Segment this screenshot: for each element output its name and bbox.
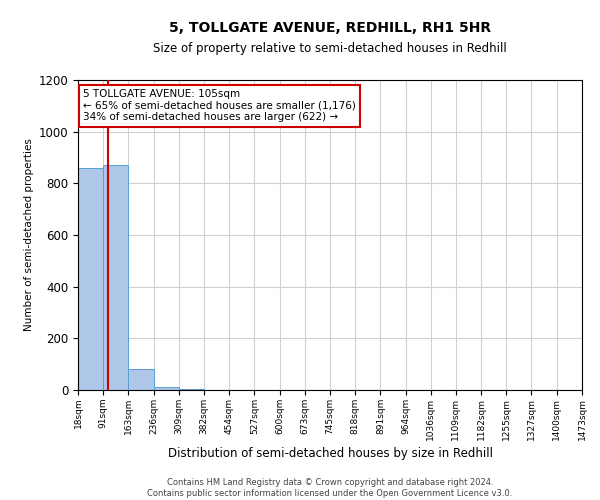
Bar xyxy=(154,388,179,390)
Bar xyxy=(128,370,154,390)
Text: 5, TOLLGATE AVENUE, REDHILL, RH1 5HR: 5, TOLLGATE AVENUE, REDHILL, RH1 5HR xyxy=(169,21,491,35)
Y-axis label: Number of semi-detached properties: Number of semi-detached properties xyxy=(25,138,34,332)
Text: 5 TOLLGATE AVENUE: 105sqm
← 65% of semi-detached houses are smaller (1,176)
34% : 5 TOLLGATE AVENUE: 105sqm ← 65% of semi-… xyxy=(83,90,356,122)
Bar xyxy=(103,165,128,390)
Text: Contains HM Land Registry data © Crown copyright and database right 2024.
Contai: Contains HM Land Registry data © Crown c… xyxy=(148,478,512,498)
X-axis label: Distribution of semi-detached houses by size in Redhill: Distribution of semi-detached houses by … xyxy=(167,446,493,460)
Text: Size of property relative to semi-detached houses in Redhill: Size of property relative to semi-detach… xyxy=(153,42,507,55)
Bar xyxy=(78,168,103,390)
